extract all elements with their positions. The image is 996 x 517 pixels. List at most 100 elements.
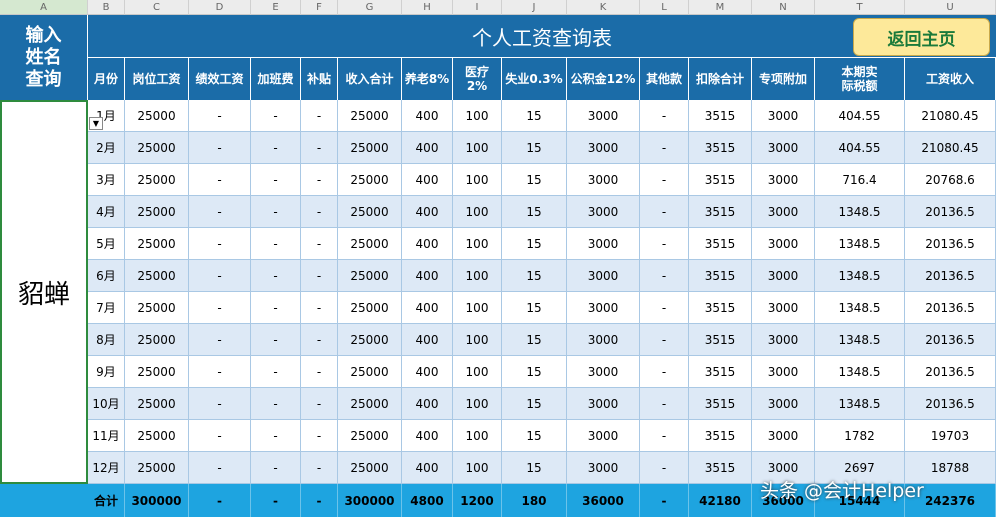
table-cell: 3000: [567, 132, 640, 164]
table-cell: 4月: [88, 196, 125, 228]
table-cell: 3月: [88, 164, 125, 196]
table-cell: 400: [402, 196, 453, 228]
title-bar: 个人工资查询表: [88, 15, 996, 58]
table-cell: 404.55: [815, 100, 905, 132]
table-cell: 15: [502, 196, 567, 228]
table-cell: 25000: [125, 132, 189, 164]
table-cell: 25000: [125, 292, 189, 324]
column-header: 绩效工资: [189, 58, 251, 100]
table-cell: 25000: [338, 388, 402, 420]
column-header: 月份: [88, 58, 125, 100]
table-cell: -: [189, 420, 251, 452]
table-cell: 100: [453, 196, 502, 228]
table-cell: 15: [502, 228, 567, 260]
table-cell: -: [189, 260, 251, 292]
total-cell: -: [251, 484, 301, 517]
column-letter: M: [689, 0, 752, 15]
table-cell: 3000: [752, 228, 815, 260]
table-cell: 6月: [88, 260, 125, 292]
table-cell: 25000: [125, 452, 189, 484]
table-cell: -: [251, 196, 301, 228]
table-cell: -: [251, 324, 301, 356]
column-letter: D: [189, 0, 251, 15]
table-cell: -: [640, 164, 689, 196]
table-cell: 21080.45: [905, 100, 996, 132]
table-cell: 100: [453, 452, 502, 484]
column-header: 岗位工资: [125, 58, 189, 100]
table-cell: 400: [402, 388, 453, 420]
table-cell: 15: [502, 324, 567, 356]
dropdown-arrow[interactable]: ▼: [89, 117, 103, 130]
name-label-panel: 输入 姓名 查询: [0, 15, 88, 100]
table-cell: 3000: [752, 164, 815, 196]
table-cell: -: [301, 132, 338, 164]
table-cell: 716.4: [815, 164, 905, 196]
table-cell: 1782: [815, 420, 905, 452]
table-cell: 25000: [125, 420, 189, 452]
table-cell: 25000: [338, 228, 402, 260]
table-cell: 15: [502, 132, 567, 164]
table-cell: -: [640, 420, 689, 452]
total-cell: 1200: [453, 484, 502, 517]
column-header: 养老8%: [402, 58, 453, 100]
table-cell: -: [301, 196, 338, 228]
table-cell: 3000: [567, 388, 640, 420]
table-cell: 400: [402, 228, 453, 260]
table-cell: -: [189, 452, 251, 484]
total-cell: 4800: [402, 484, 453, 517]
total-cell: -: [640, 484, 689, 517]
table-cell: 3000: [567, 324, 640, 356]
table-cell: 100: [453, 100, 502, 132]
table-cell: -: [640, 228, 689, 260]
table-cell: 100: [453, 228, 502, 260]
table-cell: 3000: [567, 292, 640, 324]
table-cell: 3000: [567, 164, 640, 196]
table-cell: 3000: [567, 260, 640, 292]
table-cell: 400: [402, 324, 453, 356]
table-cell: -: [640, 452, 689, 484]
table-cell: -: [301, 100, 338, 132]
column-header: 扣除合计: [689, 58, 752, 100]
table-cell: 9月: [88, 356, 125, 388]
column-header: 其他款: [640, 58, 689, 100]
name-cell: 貂蝉: [0, 100, 88, 484]
table-cell: -: [301, 228, 338, 260]
table-cell: -: [251, 452, 301, 484]
table-cell: 25000: [125, 356, 189, 388]
table-cell: 3515: [689, 260, 752, 292]
table-cell: 3515: [689, 164, 752, 196]
table-cell: 3515: [689, 388, 752, 420]
column-letter: A: [0, 0, 88, 15]
table-cell: -: [640, 388, 689, 420]
table-cell: -: [189, 356, 251, 388]
table-cell: 10月: [88, 388, 125, 420]
table-cell: 20136.5: [905, 356, 996, 388]
table-cell: 19703: [905, 420, 996, 452]
table-cell: 2月: [88, 132, 125, 164]
table-cell: 400: [402, 132, 453, 164]
home-button[interactable]: 返回主页: [853, 18, 990, 56]
table-cell: 25000: [125, 196, 189, 228]
table-cell: 100: [453, 324, 502, 356]
table-cell: 3000: [752, 260, 815, 292]
table-cell: 25000: [338, 164, 402, 196]
column-letter: U: [905, 0, 996, 15]
table-cell: 3000: [567, 452, 640, 484]
column-letter: B: [88, 0, 125, 15]
table-cell: 25000: [338, 356, 402, 388]
table-cell: 25000: [125, 324, 189, 356]
table-cell: 400: [402, 100, 453, 132]
table-cell: -: [251, 420, 301, 452]
table-cell: 3000: [752, 452, 815, 484]
table-cell: -: [301, 452, 338, 484]
name-label: 查询: [25, 68, 62, 90]
column-letter: J: [502, 0, 567, 15]
total-cell: 300000: [125, 484, 189, 517]
table-cell: 3000: [752, 196, 815, 228]
table-cell: -: [189, 292, 251, 324]
table-cell: 20136.5: [905, 228, 996, 260]
total-cell: -: [189, 484, 251, 517]
table-cell: 15: [502, 452, 567, 484]
table-cell: -: [189, 228, 251, 260]
table-cell: 400: [402, 356, 453, 388]
